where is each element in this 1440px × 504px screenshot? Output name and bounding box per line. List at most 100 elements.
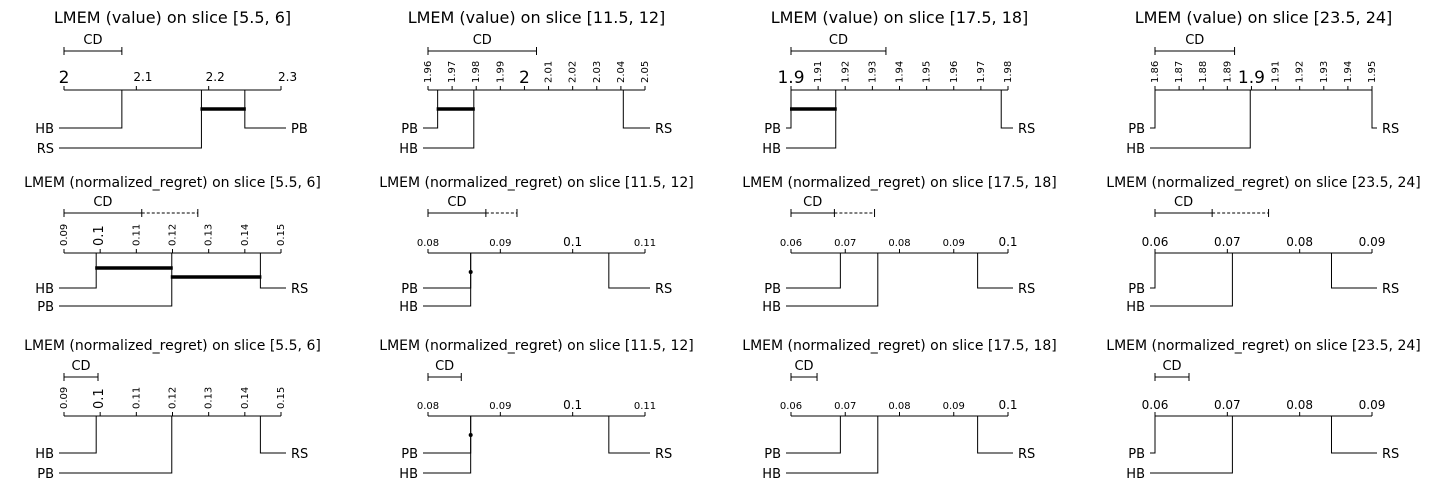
tick-label: 0.1 <box>563 398 582 412</box>
cd-label: CD <box>83 33 102 48</box>
tick-label: 1.87 <box>1174 61 1185 83</box>
method-connector <box>1150 416 1156 454</box>
tick-label: 2.05 <box>640 61 651 83</box>
tick-label: 0.14 <box>240 224 251 246</box>
method-connector <box>59 90 202 149</box>
method-label: RS <box>655 122 672 137</box>
tick-label: 1.91 <box>813 61 824 83</box>
tick-label: 2.2 <box>206 70 225 84</box>
tick-label: 0.1 <box>92 225 107 246</box>
chart-title: LMEM (normalized_regret) on slice [5.5, … <box>24 338 321 354</box>
method-connector <box>1150 90 1156 129</box>
cd-diagram-panel: LMEM (value) on slice [11.5, 12] CD 1.96 1.… <box>399 8 672 157</box>
method-connector <box>423 90 439 129</box>
tick-label: 2.3 <box>278 70 297 84</box>
method-label: PB <box>401 447 418 462</box>
tick-label: 0.09 <box>59 224 70 246</box>
cd-diagram-panel: LMEM (normalized_regret) on slice [5.5, … <box>24 175 321 315</box>
tick-label: 0.12 <box>168 387 179 409</box>
method-connector <box>786 90 837 149</box>
method-label: HB <box>1126 300 1145 315</box>
tick-label: 0.11 <box>634 238 656 249</box>
method-label: PB <box>37 467 54 482</box>
method-label: HB <box>35 447 54 462</box>
tick-label: 1.96 <box>423 61 434 83</box>
method-connector <box>1330 253 1377 289</box>
method-label: RS <box>291 447 308 462</box>
method-label: RS <box>1382 447 1399 462</box>
tick-label: 1.93 <box>867 61 878 83</box>
cd-label: CD <box>1174 195 1193 210</box>
method-connector <box>786 90 792 129</box>
tick-label: 2 <box>59 68 70 88</box>
method-connector <box>977 253 1013 289</box>
method-label: RS <box>1382 122 1399 137</box>
chart-title: LMEM (value) on slice [17.5, 18] <box>771 8 1029 27</box>
cd-label: CD <box>803 195 822 210</box>
method-label: HB <box>399 467 418 482</box>
method-label: PB <box>764 447 781 462</box>
method-connector <box>786 253 879 307</box>
method-label: PB <box>764 282 781 297</box>
tick-label: 1.89 <box>1222 61 1233 83</box>
method-connector <box>1150 416 1233 474</box>
tick-label: 0.08 <box>888 238 910 249</box>
method-label: HB <box>35 282 54 297</box>
cd-label: CD <box>1162 359 1181 374</box>
tick-label: 2.01 <box>544 61 555 83</box>
tick-label: 2 <box>519 68 530 88</box>
method-connector <box>786 253 841 289</box>
tick-label: 0.07 <box>834 238 856 249</box>
tick-label: 1.92 <box>1295 61 1306 83</box>
tick-label: 0.14 <box>240 387 251 409</box>
tick-label: 0.11 <box>634 401 656 412</box>
method-connector <box>259 253 286 289</box>
chart-title: LMEM (normalized_regret) on slice [11.5,… <box>379 175 693 191</box>
method-connector <box>608 416 650 454</box>
method-connector <box>1150 253 1233 307</box>
tick-label: 0.08 <box>1286 235 1313 249</box>
chart-title: LMEM (value) on slice [23.5, 24] <box>1135 8 1393 27</box>
tick-label: 1.97 <box>447 61 458 83</box>
tick-label: 0.15 <box>276 224 287 246</box>
tick-label: 0.06 <box>780 401 802 412</box>
tick-label: 0.09 <box>489 238 511 249</box>
method-connector <box>786 416 879 474</box>
method-label: PB <box>1128 122 1145 137</box>
tick-label: 1.95 <box>922 61 933 83</box>
method-connector <box>608 253 650 289</box>
cd-label: CD <box>71 359 90 374</box>
tick-label: 1.94 <box>895 61 906 83</box>
cd-label: CD <box>829 33 848 48</box>
tick-label: 0.09 <box>59 387 70 409</box>
cd-label: CD <box>447 195 466 210</box>
cd-diagram-panel: LMEM (normalized_regret) on slice [17.5,… <box>742 338 1056 482</box>
method-connector <box>59 416 97 454</box>
method-connector <box>59 416 173 474</box>
cd-label: CD <box>473 33 492 48</box>
cd-label: CD <box>794 359 813 374</box>
tick-label: 1.97 <box>976 61 987 83</box>
cd-diagram-panel: LMEM (normalized_regret) on slice [5.5, … <box>24 338 321 482</box>
method-connector <box>59 90 123 129</box>
tick-label: 0.1 <box>998 398 1017 412</box>
tick-label: 0.09 <box>1359 398 1386 412</box>
chart-title: LMEM (value) on slice [11.5, 12] <box>408 8 666 27</box>
tick-label: 0.08 <box>888 401 910 412</box>
method-connector <box>622 90 650 129</box>
method-label: PB <box>37 300 54 315</box>
chart-title: LMEM (normalized_regret) on slice [11.5,… <box>379 338 693 354</box>
cd-diagram-panel: LMEM (value) on slice [5.5, 6] CD 2 2.1 2.2 2… <box>35 8 307 157</box>
tick-label: 1.94 <box>1343 61 1354 83</box>
method-label: PB <box>1128 282 1145 297</box>
chart-title: LMEM (normalized_regret) on slice [23.5,… <box>1106 338 1420 354</box>
method-label: RS <box>1018 447 1035 462</box>
tick-label: 0.07 <box>1214 235 1241 249</box>
tick-label: 0.09 <box>489 401 511 412</box>
method-connector <box>423 253 472 307</box>
method-label: HB <box>399 300 418 315</box>
tick-label: 1.9 <box>1238 68 1265 88</box>
tick-label: 0.08 <box>417 401 439 412</box>
tick-label: 0.1 <box>563 235 582 249</box>
